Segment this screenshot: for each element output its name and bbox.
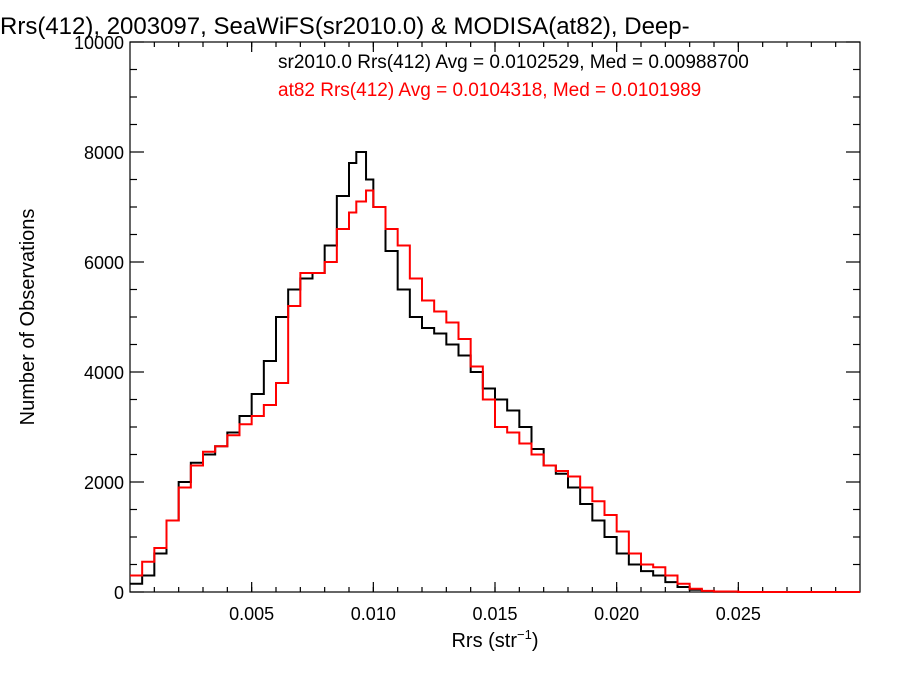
x-axis-label: Rrs (str−1)	[451, 627, 538, 652]
series-group	[130, 151, 860, 593]
y-axis-label: Number of Observations	[17, 209, 39, 426]
x-tick-label: 0.005	[229, 604, 274, 624]
y-tick-label: 8000	[84, 143, 124, 163]
x-tick-label: 0.015	[472, 604, 517, 624]
x-tick-label: 0.025	[716, 604, 761, 624]
y-tick-label: 2000	[84, 473, 124, 493]
y-tick-label: 4000	[84, 363, 124, 383]
x-axis-label-superscript: −1	[517, 627, 532, 642]
plot-area: 0.005 0.010 0.015 0.020 0.025 0 2000 4000 6000 8…	[74, 33, 861, 624]
chart-title: Rrs(412), 2003097, SeaWiFS(sr2010.0) & M…	[0, 13, 690, 40]
x-axis-label-close: )	[532, 630, 539, 652]
x-tick-label: 0.010	[351, 604, 396, 624]
y-tick-label: 0	[114, 583, 124, 603]
y-tick-label: 6000	[84, 253, 124, 273]
x-axis: 0.005 0.010 0.015 0.020 0.025	[153, 42, 837, 624]
x-axis-label-main: Rrs (str	[451, 630, 517, 652]
legend-entry-red: at82 Rrs(412) Avg = 0.0104318, Med = 0.0…	[278, 80, 701, 101]
y-axis: 0 2000 4000 6000 8000 10000	[74, 33, 860, 603]
y-tick-label: 10000	[74, 33, 124, 53]
plot-frame	[129, 41, 861, 593]
legend-entry-black: sr2010.0 Rrs(412) Avg = 0.0102529, Med =…	[278, 52, 749, 73]
x-tick-label: 0.020	[594, 604, 639, 624]
series-line-red	[130, 189, 860, 593]
series-line-black	[130, 151, 860, 593]
